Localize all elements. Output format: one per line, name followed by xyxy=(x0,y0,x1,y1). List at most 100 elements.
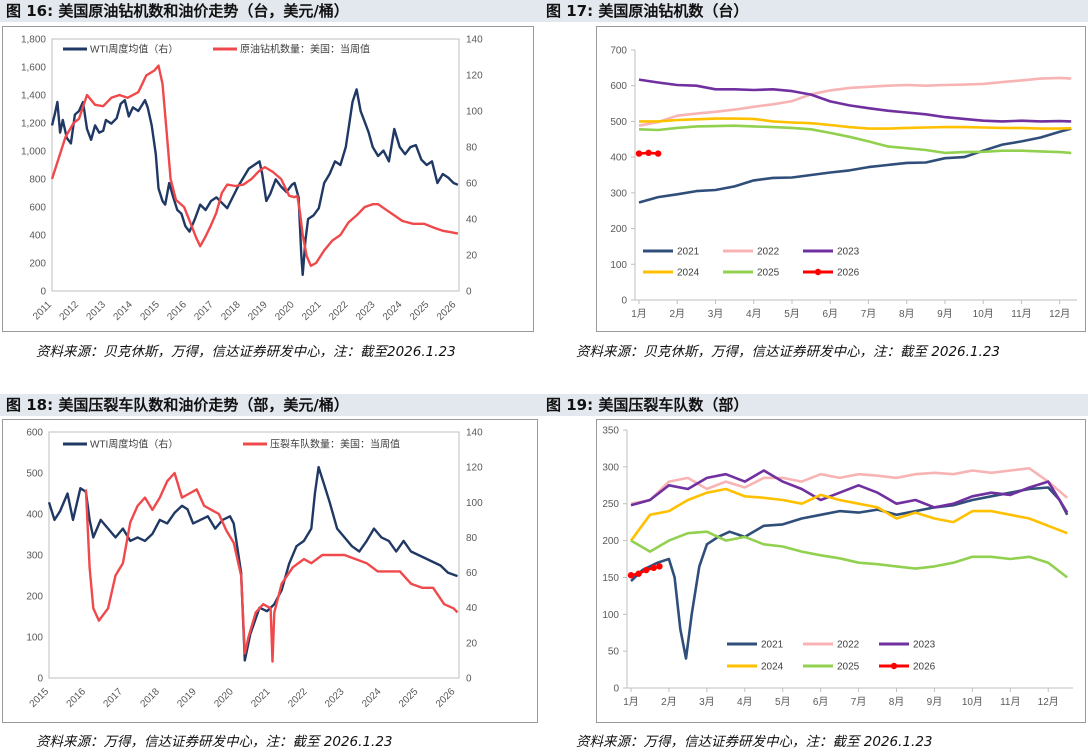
x-axis-tick-label: 2024 xyxy=(381,299,405,323)
x-axis-tick-label: 2019 xyxy=(246,299,270,323)
figure-18-title: 图 18: 美国压裂车队数和油价走势（部，美元/桶） xyxy=(0,394,548,416)
chart-17: 0 100 200 300 400 500 600 700 1月 2月 3月 4月 5月 6月 7月 8月 9月… xyxy=(610,46,1077,320)
y-axis-tick-label: 200 xyxy=(610,224,627,235)
y-axis-tick-label: 700 xyxy=(610,46,627,57)
left-axis-tick-label: 300 xyxy=(26,551,43,562)
x-axis-tick-label: 12月 xyxy=(1038,696,1059,708)
series-line xyxy=(630,530,1068,579)
series-line xyxy=(629,487,1068,542)
series-line xyxy=(638,78,1072,123)
x-axis-tick-label: 2011 xyxy=(31,299,54,322)
y-axis-tick-label: 400 xyxy=(610,153,627,164)
x-axis-tick-label: 2023 xyxy=(354,299,378,323)
chart-18-frame: 0 100 200 300 400 500 600 0 20 40 60 80 100 120 140 201… xyxy=(2,419,538,723)
left-axis-tick-label: 1,400 xyxy=(21,91,46,102)
figure-19: 图 19: 美国压裂车队数（部） 0 50 100 150 200 250 300 350 1月… xyxy=(540,394,1088,755)
x-axis-tick-label: 2024 xyxy=(360,686,384,710)
legend-label: 原油钻机数量：美国：当周值 xyxy=(240,43,370,56)
x-axis-tick-label: 2021 xyxy=(249,686,273,710)
x-axis-tick-label: 2023 xyxy=(323,686,347,710)
chart-16: 02004006008001,0001,2001,4001,6001,80002… xyxy=(21,35,483,323)
x-axis-tick-label: 2016 xyxy=(165,299,189,323)
chart-19: 0 50 100 150 200 250 300 350 1月 2月 3月 4月 5月 6月 7月 8月 9月 1… xyxy=(602,426,1073,708)
plot-area xyxy=(51,38,460,292)
x-axis-tick-label: 5月 xyxy=(775,696,791,708)
legend-label: 2021 xyxy=(761,640,784,651)
left-axis-tick-label: 1,600 xyxy=(21,63,46,74)
left-axis-tick-label: 200 xyxy=(29,259,46,270)
x-axis-tick-label: 9月 xyxy=(927,696,943,708)
y-axis-tick-label: 350 xyxy=(602,426,619,437)
series-line xyxy=(638,124,1072,155)
x-axis-tick-label: 1月 xyxy=(631,308,647,320)
legend-label: WTI周度均值（右） xyxy=(90,43,178,56)
x-axis-tick-label: 7月 xyxy=(851,696,867,708)
figure-19-title: 图 19: 美国压裂车队数（部） xyxy=(540,394,1088,416)
figure-16-source: 资料来源：贝克休斯，万得，信达证券研发中心，注：截至2026.1.23 xyxy=(36,344,456,360)
series-line xyxy=(84,471,459,663)
right-axis-tick-label: 80 xyxy=(466,143,478,154)
right-axis-tick-label: 0 xyxy=(466,287,472,298)
left-axis-tick-label: 1,800 xyxy=(21,35,46,46)
chart-18: 0 100 200 300 400 500 600 0 20 40 60 80 100 120 140 201… xyxy=(26,428,483,710)
figure-19-source: 资料来源：万得，信达证券研发中心，注：截至 2026.1.23 xyxy=(576,734,933,750)
x-axis-tick-label: 8月 xyxy=(899,308,915,320)
right-axis-tick-label: 120 xyxy=(466,71,483,82)
series-line xyxy=(638,76,1072,127)
x-axis-tick-label: 2015 xyxy=(28,686,52,710)
figure-17-title: 图 17: 美国原油钻机数（台） xyxy=(540,0,1088,22)
left-axis-tick-label: 200 xyxy=(26,592,43,603)
x-axis-tick-label: 2015 xyxy=(138,299,162,323)
x-axis-tick-label: 2025 xyxy=(408,299,432,323)
x-axis-tick-label: 2020 xyxy=(212,686,236,710)
x-axis-tick-label: 3月 xyxy=(708,308,724,320)
chart-16-frame: 0 200 400 600 800 1,000 1,200 1,400 1,600 1,800 0 2… xyxy=(2,26,534,332)
x-axis-tick-label: 9月 xyxy=(937,308,953,320)
series-line xyxy=(50,64,459,267)
series-line xyxy=(630,467,1069,505)
y-axis-tick-label: 250 xyxy=(602,499,619,510)
series-marker xyxy=(642,566,650,574)
right-axis-tick-label: 120 xyxy=(466,463,483,474)
legend-label: 2025 xyxy=(837,662,860,673)
figure-17-source: 资料来源：贝克休斯，万得，信达证券研发中心，注：截至 2026.1.23 xyxy=(576,344,1000,360)
y-axis-tick-label: 100 xyxy=(602,610,619,621)
series-line xyxy=(630,469,1069,514)
legend-label: 2024 xyxy=(677,268,700,279)
right-axis-tick-label: 80 xyxy=(466,533,478,544)
series-line xyxy=(639,117,1072,130)
plot-area xyxy=(48,431,460,679)
right-axis-tick-label: 20 xyxy=(466,251,478,262)
series-marker xyxy=(635,150,643,157)
x-axis-tick-label: 6月 xyxy=(822,308,838,320)
x-axis-tick-label: 2022 xyxy=(286,686,310,710)
chart-17-frame: 0 100 200 300 400 500 600 700 1月 2月 3月 4月 5月 6月 7月 8月 9月… xyxy=(596,26,1086,332)
legend-label: 2026 xyxy=(913,662,936,673)
figure-17: 图 17: 美国原油钻机数（台） 0 100 200 300 400 500 600 700 1… xyxy=(540,0,1088,385)
right-axis-tick-label: 40 xyxy=(466,215,478,226)
series-marker xyxy=(645,149,652,157)
x-axis-tick-label: 2017 xyxy=(192,299,216,323)
series-marker xyxy=(635,570,642,577)
x-axis-tick-label: 2月 xyxy=(669,308,685,320)
x-axis-tick-label: 4月 xyxy=(746,308,762,320)
x-axis-tick-label: 12月 xyxy=(1049,308,1070,320)
left-axis-tick-label: 800 xyxy=(29,175,46,186)
left-axis-tick-label: 0 xyxy=(40,287,46,298)
x-axis-tick-label: 10月 xyxy=(962,696,983,708)
x-axis-tick-label: 4月 xyxy=(737,696,753,708)
series-line xyxy=(47,465,458,662)
series-marker xyxy=(627,572,635,579)
x-axis-tick-label: 11月 xyxy=(1011,308,1031,320)
left-axis-tick-label: 600 xyxy=(26,428,43,439)
x-axis-tick-label: 2月 xyxy=(661,696,677,708)
y-axis-tick-label: 500 xyxy=(610,117,627,128)
legend-label: WTI周度均值（右） xyxy=(90,438,178,451)
x-axis-tick-label: 2026 xyxy=(435,299,459,323)
x-axis-tick-label: 1月 xyxy=(623,696,639,708)
x-axis-tick-label: 2012 xyxy=(58,299,82,323)
left-axis-tick-label: 0 xyxy=(37,674,43,685)
x-axis-tick-label: 2014 xyxy=(111,299,135,323)
series-line xyxy=(630,486,1069,660)
right-axis-tick-label: 100 xyxy=(466,107,483,118)
